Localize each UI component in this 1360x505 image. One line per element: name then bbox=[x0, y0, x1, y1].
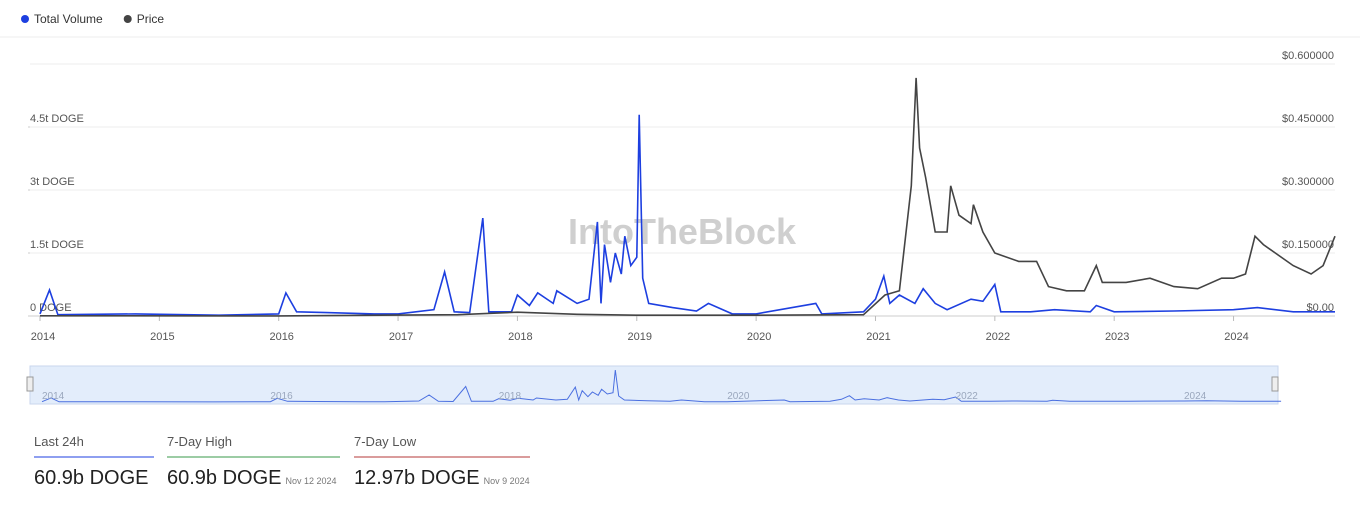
navigator bbox=[29, 365, 1279, 405]
stat-label: 7-Day High bbox=[167, 434, 232, 449]
x-tick-label: 2015 bbox=[150, 331, 174, 343]
legend-label[interactable]: Price bbox=[137, 12, 165, 26]
navigator-label: 2014 bbox=[42, 391, 65, 402]
navigator-label: 2016 bbox=[270, 391, 293, 402]
legend-marker bbox=[123, 15, 132, 23]
y-tick-label: 3t DOGE bbox=[30, 176, 75, 188]
x-tick-label: 2023 bbox=[1105, 331, 1129, 343]
legend-marker bbox=[21, 15, 29, 23]
stat-value: 60.9b DOGE bbox=[167, 467, 282, 489]
y2-tick-label: $0.150000 bbox=[1282, 239, 1334, 251]
navigator-line bbox=[41, 370, 1282, 403]
legend-label[interactable]: Total Volume bbox=[34, 12, 103, 26]
y-tick-label: 4.5t DOGE bbox=[30, 113, 84, 125]
y2-tick-label: $0.450000 bbox=[1282, 113, 1334, 125]
watermark: IntoTheBlock bbox=[568, 211, 797, 252]
navigator-handle[interactable] bbox=[26, 376, 34, 392]
navigator-handle[interactable] bbox=[1271, 376, 1279, 392]
series-line bbox=[39, 114, 1335, 317]
series-line bbox=[39, 77, 1336, 317]
x-tick-label: 2024 bbox=[1224, 331, 1248, 343]
x-tick-label: 2020 bbox=[747, 331, 771, 343]
y-tick-label: 0 DOGE bbox=[30, 302, 72, 314]
y2-tick-label: $0.300000 bbox=[1282, 176, 1334, 188]
navigator-label: 2018 bbox=[499, 391, 522, 402]
stat-label: Last 24h bbox=[34, 434, 84, 449]
stat-value: 12.97b DOGE bbox=[354, 467, 480, 489]
x-tick-label: 2018 bbox=[508, 331, 532, 343]
navigator-label: 2024 bbox=[1184, 391, 1207, 402]
stat-date: Nov 12 2024 bbox=[286, 476, 337, 486]
navigator-label: 2020 bbox=[727, 391, 750, 402]
x-tick-label: 2019 bbox=[628, 331, 652, 343]
stat-value: 60.9b DOGE bbox=[34, 467, 149, 489]
x-tick-label: 2017 bbox=[389, 331, 413, 343]
y2-tick-label: $0.600000 bbox=[1282, 50, 1334, 62]
navigator-label: 2022 bbox=[956, 391, 979, 402]
x-tick-label: 2021 bbox=[866, 331, 890, 343]
x-tick-label: 2022 bbox=[986, 331, 1010, 343]
x-tick-label: 2016 bbox=[269, 331, 293, 343]
x-tick-label: 2014 bbox=[31, 331, 55, 343]
stat-date: Nov 9 2024 bbox=[484, 476, 530, 486]
stat-label: 7-Day Low bbox=[354, 434, 417, 449]
y-tick-label: 1.5t DOGE bbox=[30, 239, 84, 251]
